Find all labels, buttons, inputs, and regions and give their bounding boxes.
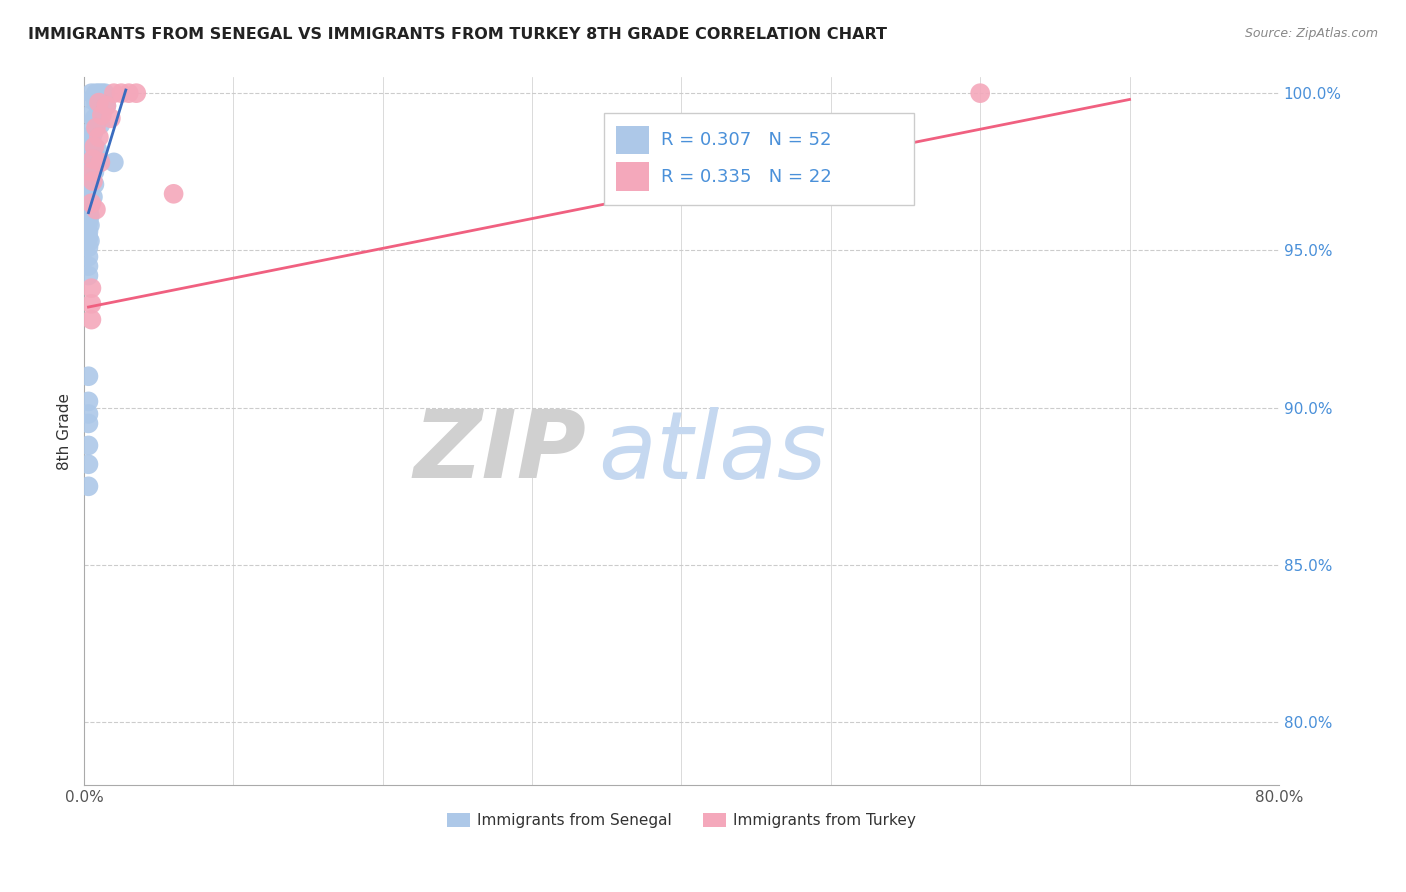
Point xyxy=(80,174,103,188)
Point xyxy=(77,215,100,229)
Point xyxy=(80,312,103,326)
Point xyxy=(79,199,101,213)
Point xyxy=(83,139,105,153)
Point xyxy=(103,155,125,169)
Point xyxy=(96,99,118,113)
Point xyxy=(79,149,101,163)
Point xyxy=(77,394,100,409)
Point xyxy=(82,127,104,141)
Point xyxy=(80,281,103,295)
Point xyxy=(79,108,101,122)
FancyBboxPatch shape xyxy=(616,162,650,191)
Point xyxy=(83,112,105,126)
Point xyxy=(77,205,100,219)
Point xyxy=(87,99,110,113)
FancyBboxPatch shape xyxy=(616,126,650,153)
Point xyxy=(77,438,100,452)
Point xyxy=(77,184,100,198)
Text: IMMIGRANTS FROM SENEGAL VS IMMIGRANTS FROM TURKEY 8TH GRADE CORRELATION CHART: IMMIGRANTS FROM SENEGAL VS IMMIGRANTS FR… xyxy=(28,27,887,42)
Point xyxy=(90,108,112,122)
Point xyxy=(83,178,105,192)
Point xyxy=(83,139,105,153)
Point xyxy=(80,124,103,138)
Point xyxy=(87,152,110,166)
Point xyxy=(77,225,100,239)
Point xyxy=(77,259,100,273)
Text: ZIP: ZIP xyxy=(413,407,586,499)
Point xyxy=(162,186,184,201)
Point xyxy=(80,86,103,100)
Point xyxy=(77,407,100,421)
FancyBboxPatch shape xyxy=(603,112,914,205)
Point xyxy=(89,155,111,169)
Point xyxy=(84,120,107,135)
Y-axis label: 8th Grade: 8th Grade xyxy=(58,392,72,470)
Point xyxy=(87,130,110,145)
Point xyxy=(103,86,125,100)
Point xyxy=(77,240,100,254)
Point xyxy=(90,86,112,100)
Point xyxy=(79,219,101,233)
Text: R = 0.307   N = 52: R = 0.307 N = 52 xyxy=(661,131,831,149)
Point xyxy=(77,171,100,186)
Point xyxy=(100,112,122,126)
Point xyxy=(77,458,100,472)
Point xyxy=(77,250,100,264)
Point xyxy=(86,143,108,157)
Point xyxy=(77,159,100,173)
Point xyxy=(125,86,148,100)
Point xyxy=(79,209,101,223)
Point xyxy=(82,190,104,204)
Point xyxy=(77,479,100,493)
Point xyxy=(84,202,107,217)
Point xyxy=(969,86,991,100)
Point xyxy=(79,234,101,248)
Point xyxy=(80,92,103,106)
Point xyxy=(77,196,100,211)
Point xyxy=(89,118,111,132)
Point xyxy=(80,136,103,151)
Text: atlas: atlas xyxy=(598,407,827,498)
Legend: Immigrants from Senegal, Immigrants from Turkey: Immigrants from Senegal, Immigrants from… xyxy=(440,806,922,834)
Point xyxy=(77,231,100,245)
Point xyxy=(82,174,104,188)
Point xyxy=(77,268,100,283)
Point xyxy=(82,152,104,166)
Point xyxy=(84,95,107,110)
Point xyxy=(110,86,132,100)
Point xyxy=(84,86,107,100)
Point xyxy=(87,86,110,100)
Point xyxy=(96,99,118,113)
Point xyxy=(82,152,104,166)
Point xyxy=(94,86,117,100)
Point xyxy=(118,86,141,100)
Point xyxy=(80,165,103,179)
Point xyxy=(77,369,100,384)
Point xyxy=(86,114,108,128)
Point xyxy=(87,95,110,110)
Text: Source: ZipAtlas.com: Source: ZipAtlas.com xyxy=(1244,27,1378,40)
Point xyxy=(80,161,103,176)
Point xyxy=(80,297,103,311)
Point xyxy=(79,186,101,201)
Point xyxy=(83,165,105,179)
Point xyxy=(77,417,100,431)
Point xyxy=(80,196,103,211)
Text: R = 0.335   N = 22: R = 0.335 N = 22 xyxy=(661,168,832,186)
Point xyxy=(77,133,100,147)
